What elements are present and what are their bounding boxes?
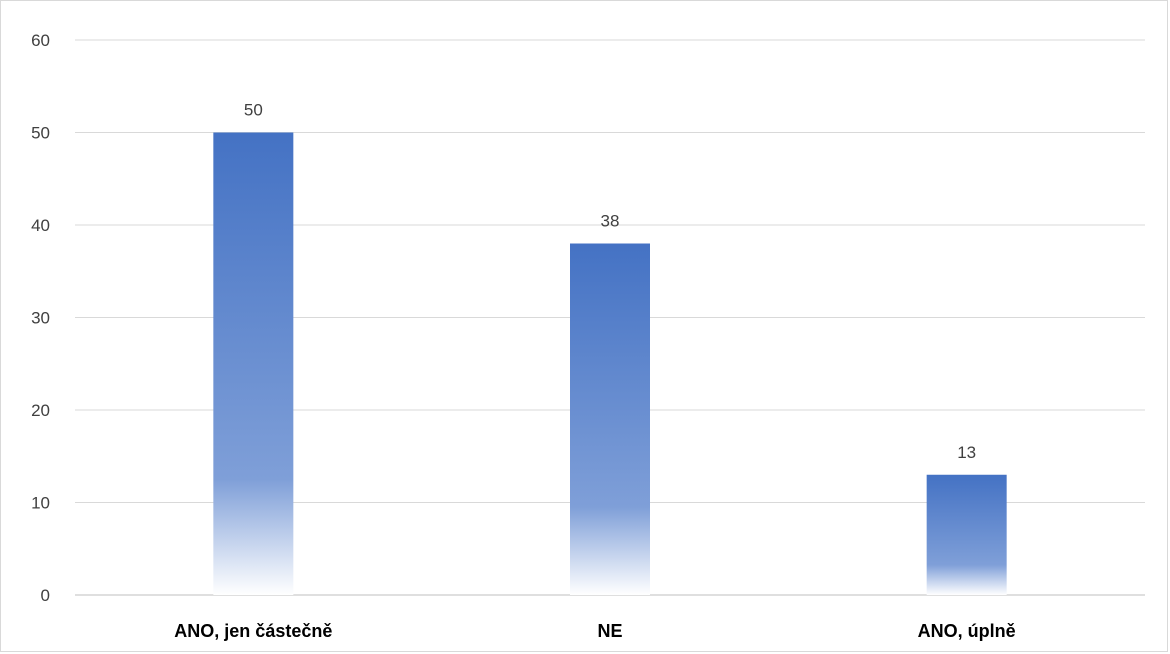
- x-axis-categories: ANO, jen částečně NE ANO, úplně: [174, 621, 1015, 641]
- data-label: 38: [601, 212, 620, 231]
- x-tick-label: ANO, úplně: [918, 621, 1016, 641]
- y-tick-label: 0: [41, 586, 50, 605]
- y-tick-label: 50: [31, 124, 50, 143]
- y-tick-label: 10: [31, 494, 50, 513]
- data-label: 50: [244, 101, 263, 120]
- bars: [213, 132, 1007, 595]
- y-axis-ticks: 0 10 20 30 40 50 60: [31, 31, 50, 605]
- data-labels: 50 38 13: [244, 101, 976, 462]
- data-label: 13: [957, 443, 976, 462]
- bar: [570, 243, 650, 595]
- bar: [926, 474, 1007, 595]
- x-tick-label: ANO, jen částečně: [174, 621, 332, 641]
- y-tick-label: 60: [31, 31, 50, 50]
- x-tick-label: NE: [597, 621, 622, 641]
- y-tick-label: 40: [31, 216, 50, 235]
- bar: [213, 132, 294, 595]
- y-tick-label: 30: [31, 309, 50, 328]
- y-tick-label: 20: [31, 401, 50, 420]
